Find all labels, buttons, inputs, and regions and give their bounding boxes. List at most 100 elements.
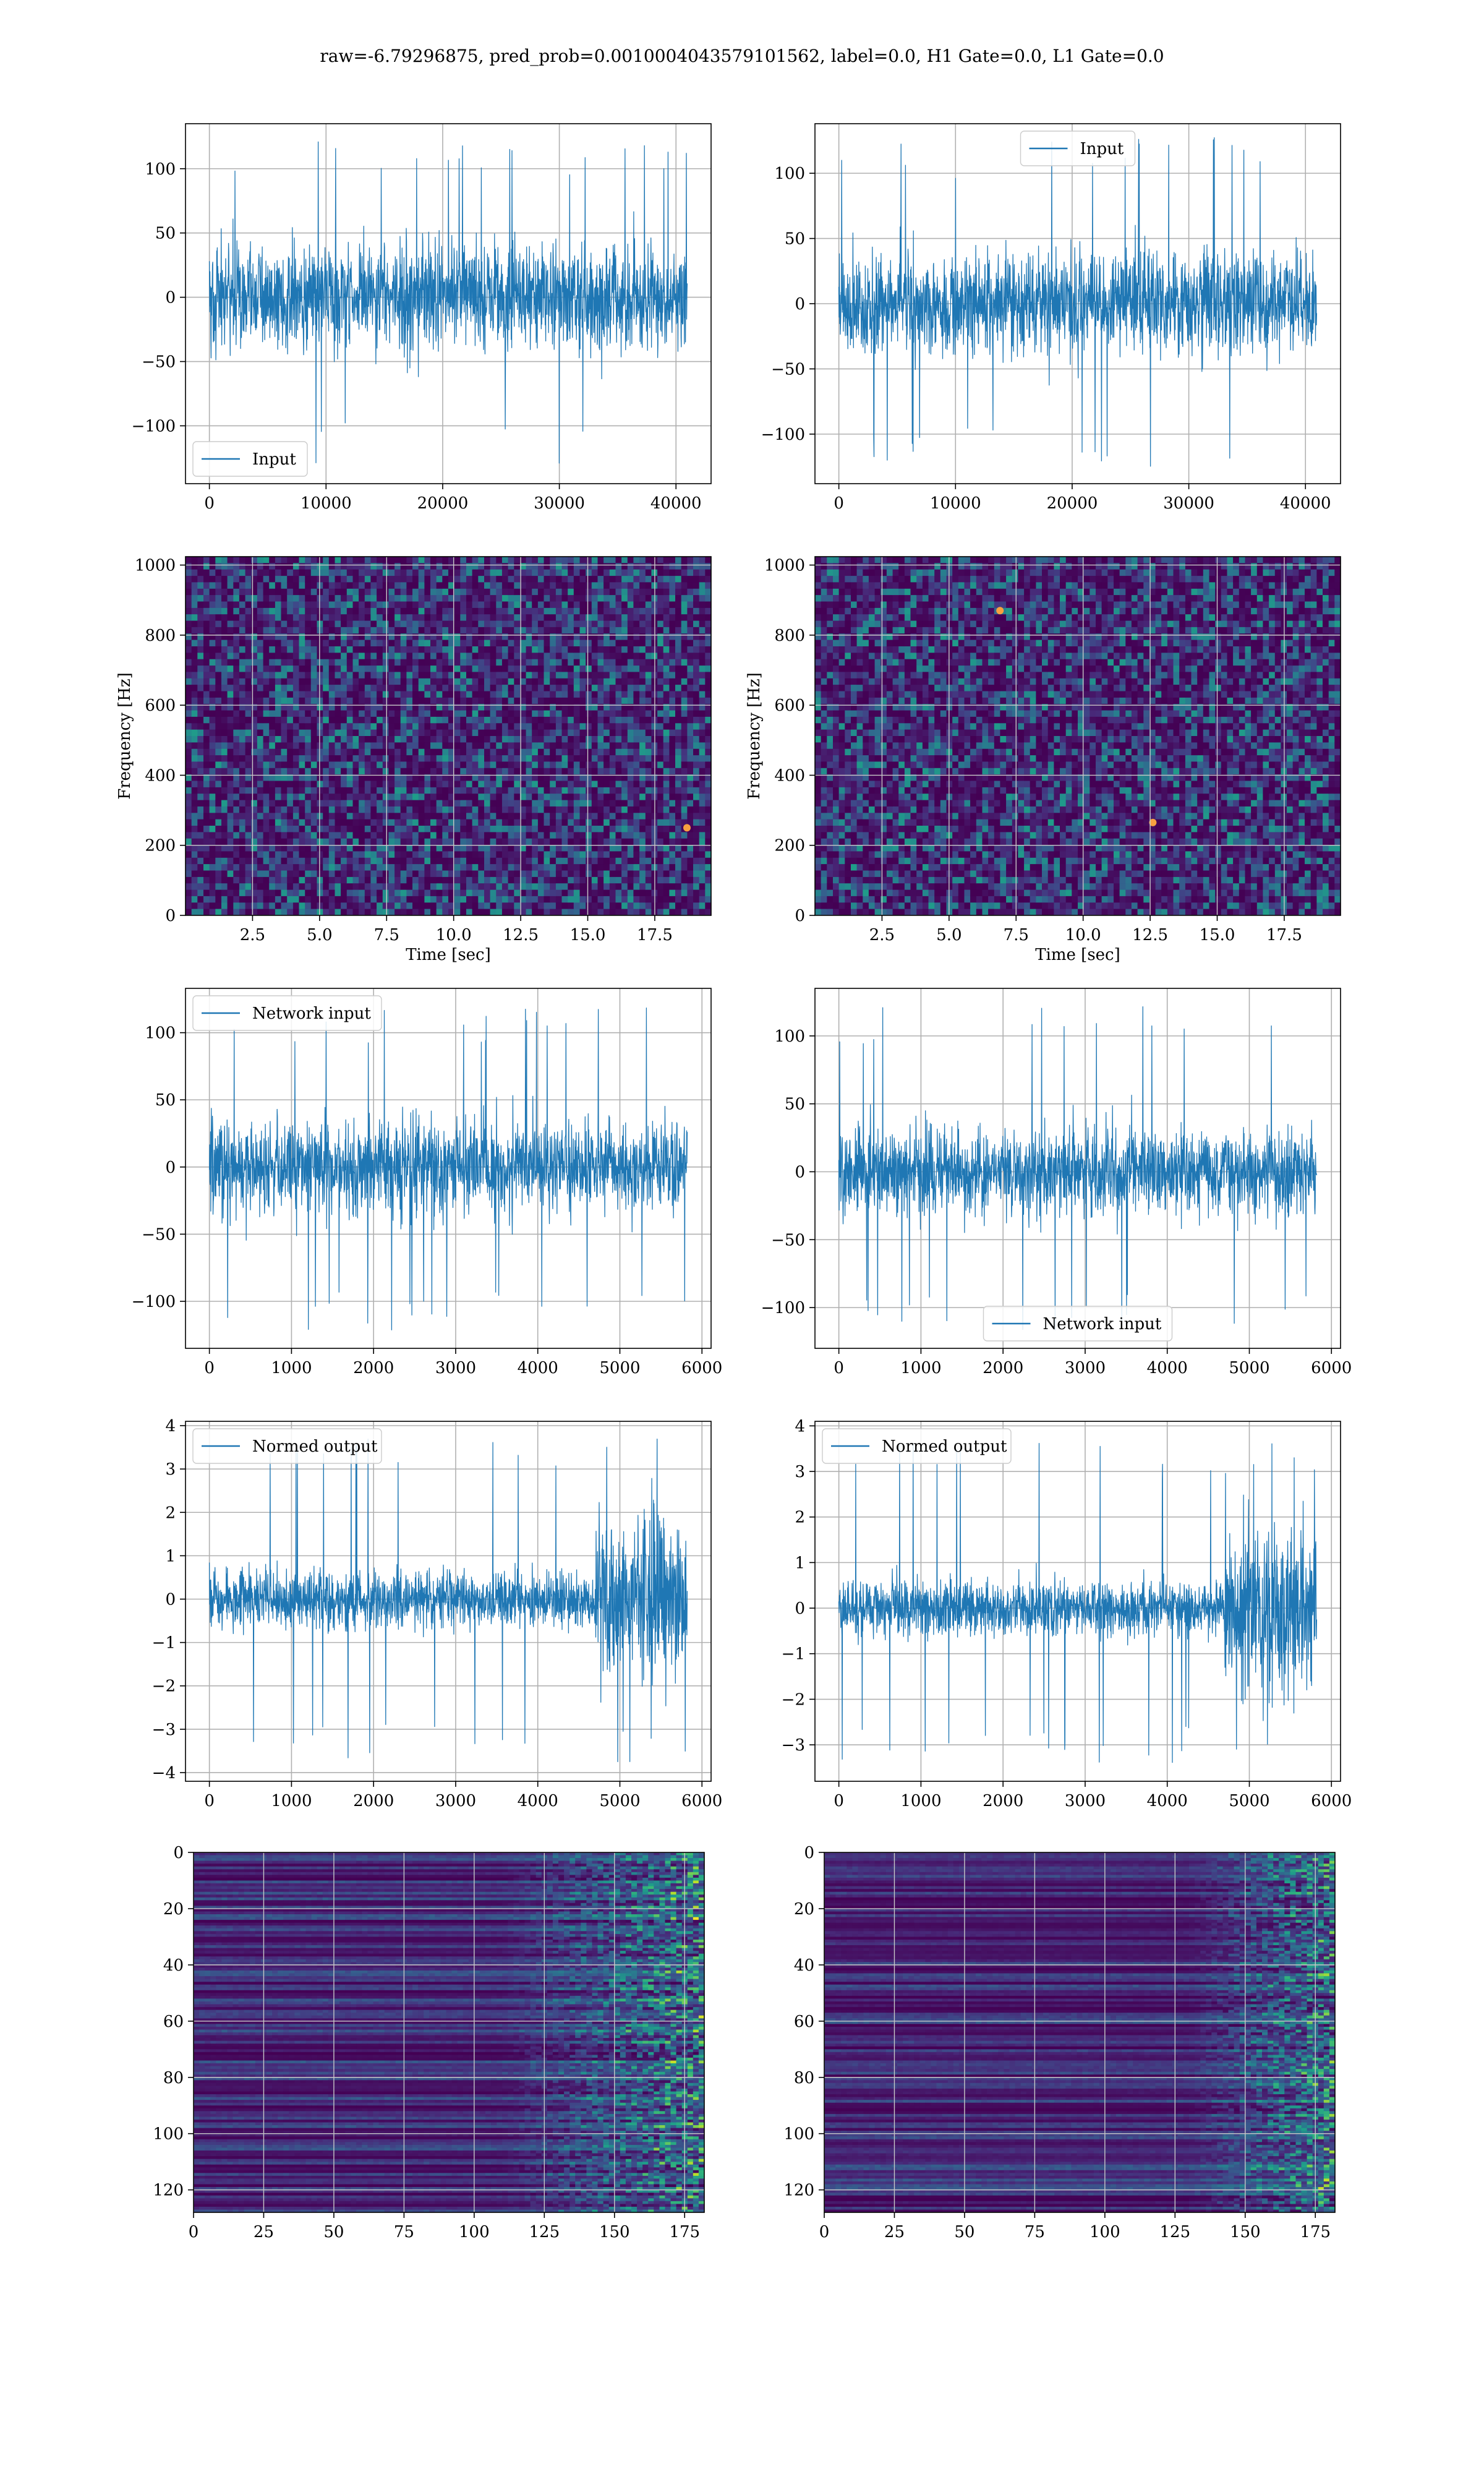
spectrogram-cell <box>484 697 491 704</box>
spectrogram-cell <box>615 582 622 589</box>
spectrogram-cell <box>490 627 497 634</box>
spectrogram-cell <box>555 794 563 801</box>
spectrogram-cell <box>418 896 425 903</box>
spectrogram-cell <box>705 557 711 563</box>
spectrogram-cell <box>597 633 604 641</box>
spectrogram-cell <box>621 896 628 903</box>
spectrogram-cell <box>209 666 216 673</box>
spectrogram-cell <box>370 563 377 570</box>
spectrogram-cell <box>269 736 276 743</box>
spectrogram-cell <box>287 646 294 653</box>
spectrogram-cell <box>484 601 491 609</box>
spectrogram-cell <box>418 595 425 602</box>
spectrogram-cell <box>699 588 706 596</box>
spectrogram-cell <box>460 781 467 788</box>
spectrogram-cell <box>687 819 694 826</box>
spectrogram-cell <box>227 557 234 563</box>
spectrogram-cell <box>615 768 622 775</box>
spectrogram-cell <box>400 845 407 852</box>
spectrogram-cell <box>573 813 581 820</box>
spectrogram-cell <box>544 697 550 704</box>
spectrogram-cell <box>317 633 323 641</box>
spectrogram-cell <box>687 794 694 801</box>
spectrogram-cell <box>537 569 545 576</box>
spectrogram-cell <box>550 557 556 563</box>
spectrogram-cell <box>621 832 628 839</box>
spectrogram-cell <box>526 761 532 769</box>
spectrogram-cell <box>370 761 377 769</box>
spectrogram-cell <box>299 691 305 698</box>
spectrogram-cell <box>555 800 563 807</box>
spectrogram-cell <box>370 653 377 660</box>
spectrogram-cell <box>424 774 431 782</box>
spectrogram-cell <box>687 857 694 865</box>
spectrogram-cell <box>299 857 305 865</box>
spectrogram-cell <box>633 755 640 763</box>
spectrogram-cell <box>287 685 294 692</box>
spectrogram-cell <box>335 864 341 871</box>
spectrogram-cell <box>310 761 318 769</box>
spectrogram-cell <box>335 896 341 903</box>
spectrogram-cell <box>370 845 377 852</box>
spectrogram-cell <box>281 755 288 763</box>
spectrogram-cell <box>335 857 341 865</box>
spectrogram-cell <box>275 851 282 858</box>
spectrogram-cell <box>448 876 455 884</box>
spectrogram-cell <box>400 557 407 563</box>
spectrogram-cell <box>328 595 336 602</box>
spectrogram-cell <box>514 813 521 820</box>
spectrogram-cell <box>436 588 443 596</box>
spectrogram-cell <box>394 806 401 813</box>
spectrogram-cell <box>257 614 264 622</box>
spectrogram-cell <box>346 557 354 563</box>
spectrogram-cell <box>484 832 491 839</box>
spectrogram-cell <box>186 742 192 750</box>
spectrogram-cell <box>233 876 240 884</box>
spectrogram-cell <box>377 595 383 602</box>
spectrogram-cell <box>251 889 258 897</box>
spectrogram-cell <box>310 864 318 871</box>
legend: Input <box>1020 131 1136 166</box>
spectrogram-cell <box>568 653 574 660</box>
spectrogram-cell <box>633 582 640 589</box>
spectrogram-cell <box>251 819 258 826</box>
spectrogram-cell <box>370 659 377 666</box>
spectrogram-cell <box>621 729 628 737</box>
spectrogram-cell <box>323 569 330 576</box>
spectrogram-cell <box>669 627 676 634</box>
spectrogram-cell <box>633 826 640 833</box>
spectrogram-cell <box>436 883 443 891</box>
spectrogram-cell <box>442 691 449 698</box>
spectrogram-cell <box>251 768 258 775</box>
spectrogram-cell <box>251 826 258 833</box>
spectrogram-cell <box>544 595 550 602</box>
spectrogram-cell <box>657 627 664 634</box>
spectrogram-cell <box>406 729 413 737</box>
spectrogram-cell <box>687 761 694 769</box>
spectrogram-cell <box>442 582 449 589</box>
spectrogram-cell <box>412 781 419 788</box>
spectrogram-cell <box>323 557 330 563</box>
spectrogram-cell <box>323 704 330 711</box>
spectrogram-cell <box>377 640 383 647</box>
spectrogram-cell <box>484 672 491 679</box>
spectrogram-cell <box>221 729 228 737</box>
spectrogram-cell <box>424 755 431 763</box>
spectrogram-cell <box>436 666 443 673</box>
spectrogram-cell <box>245 736 252 743</box>
spectrogram-cell <box>203 813 210 820</box>
spectrogram-cell <box>341 774 348 782</box>
spectrogram-cell <box>281 729 288 737</box>
spectrogram-cell <box>472 704 479 711</box>
spectrogram-cell <box>550 576 556 583</box>
spectrogram-cell <box>346 845 354 852</box>
spectrogram-cell <box>544 896 550 903</box>
spectrogram-cell <box>310 666 318 673</box>
spectrogram-cell <box>519 704 527 711</box>
spectrogram-cell <box>484 582 491 589</box>
spectrogram-cell <box>663 627 670 634</box>
spectrogram-cell <box>430 819 437 826</box>
spectrogram-cell <box>281 653 288 660</box>
spectrogram-cell <box>639 851 646 858</box>
spectrogram-cell <box>639 736 646 743</box>
